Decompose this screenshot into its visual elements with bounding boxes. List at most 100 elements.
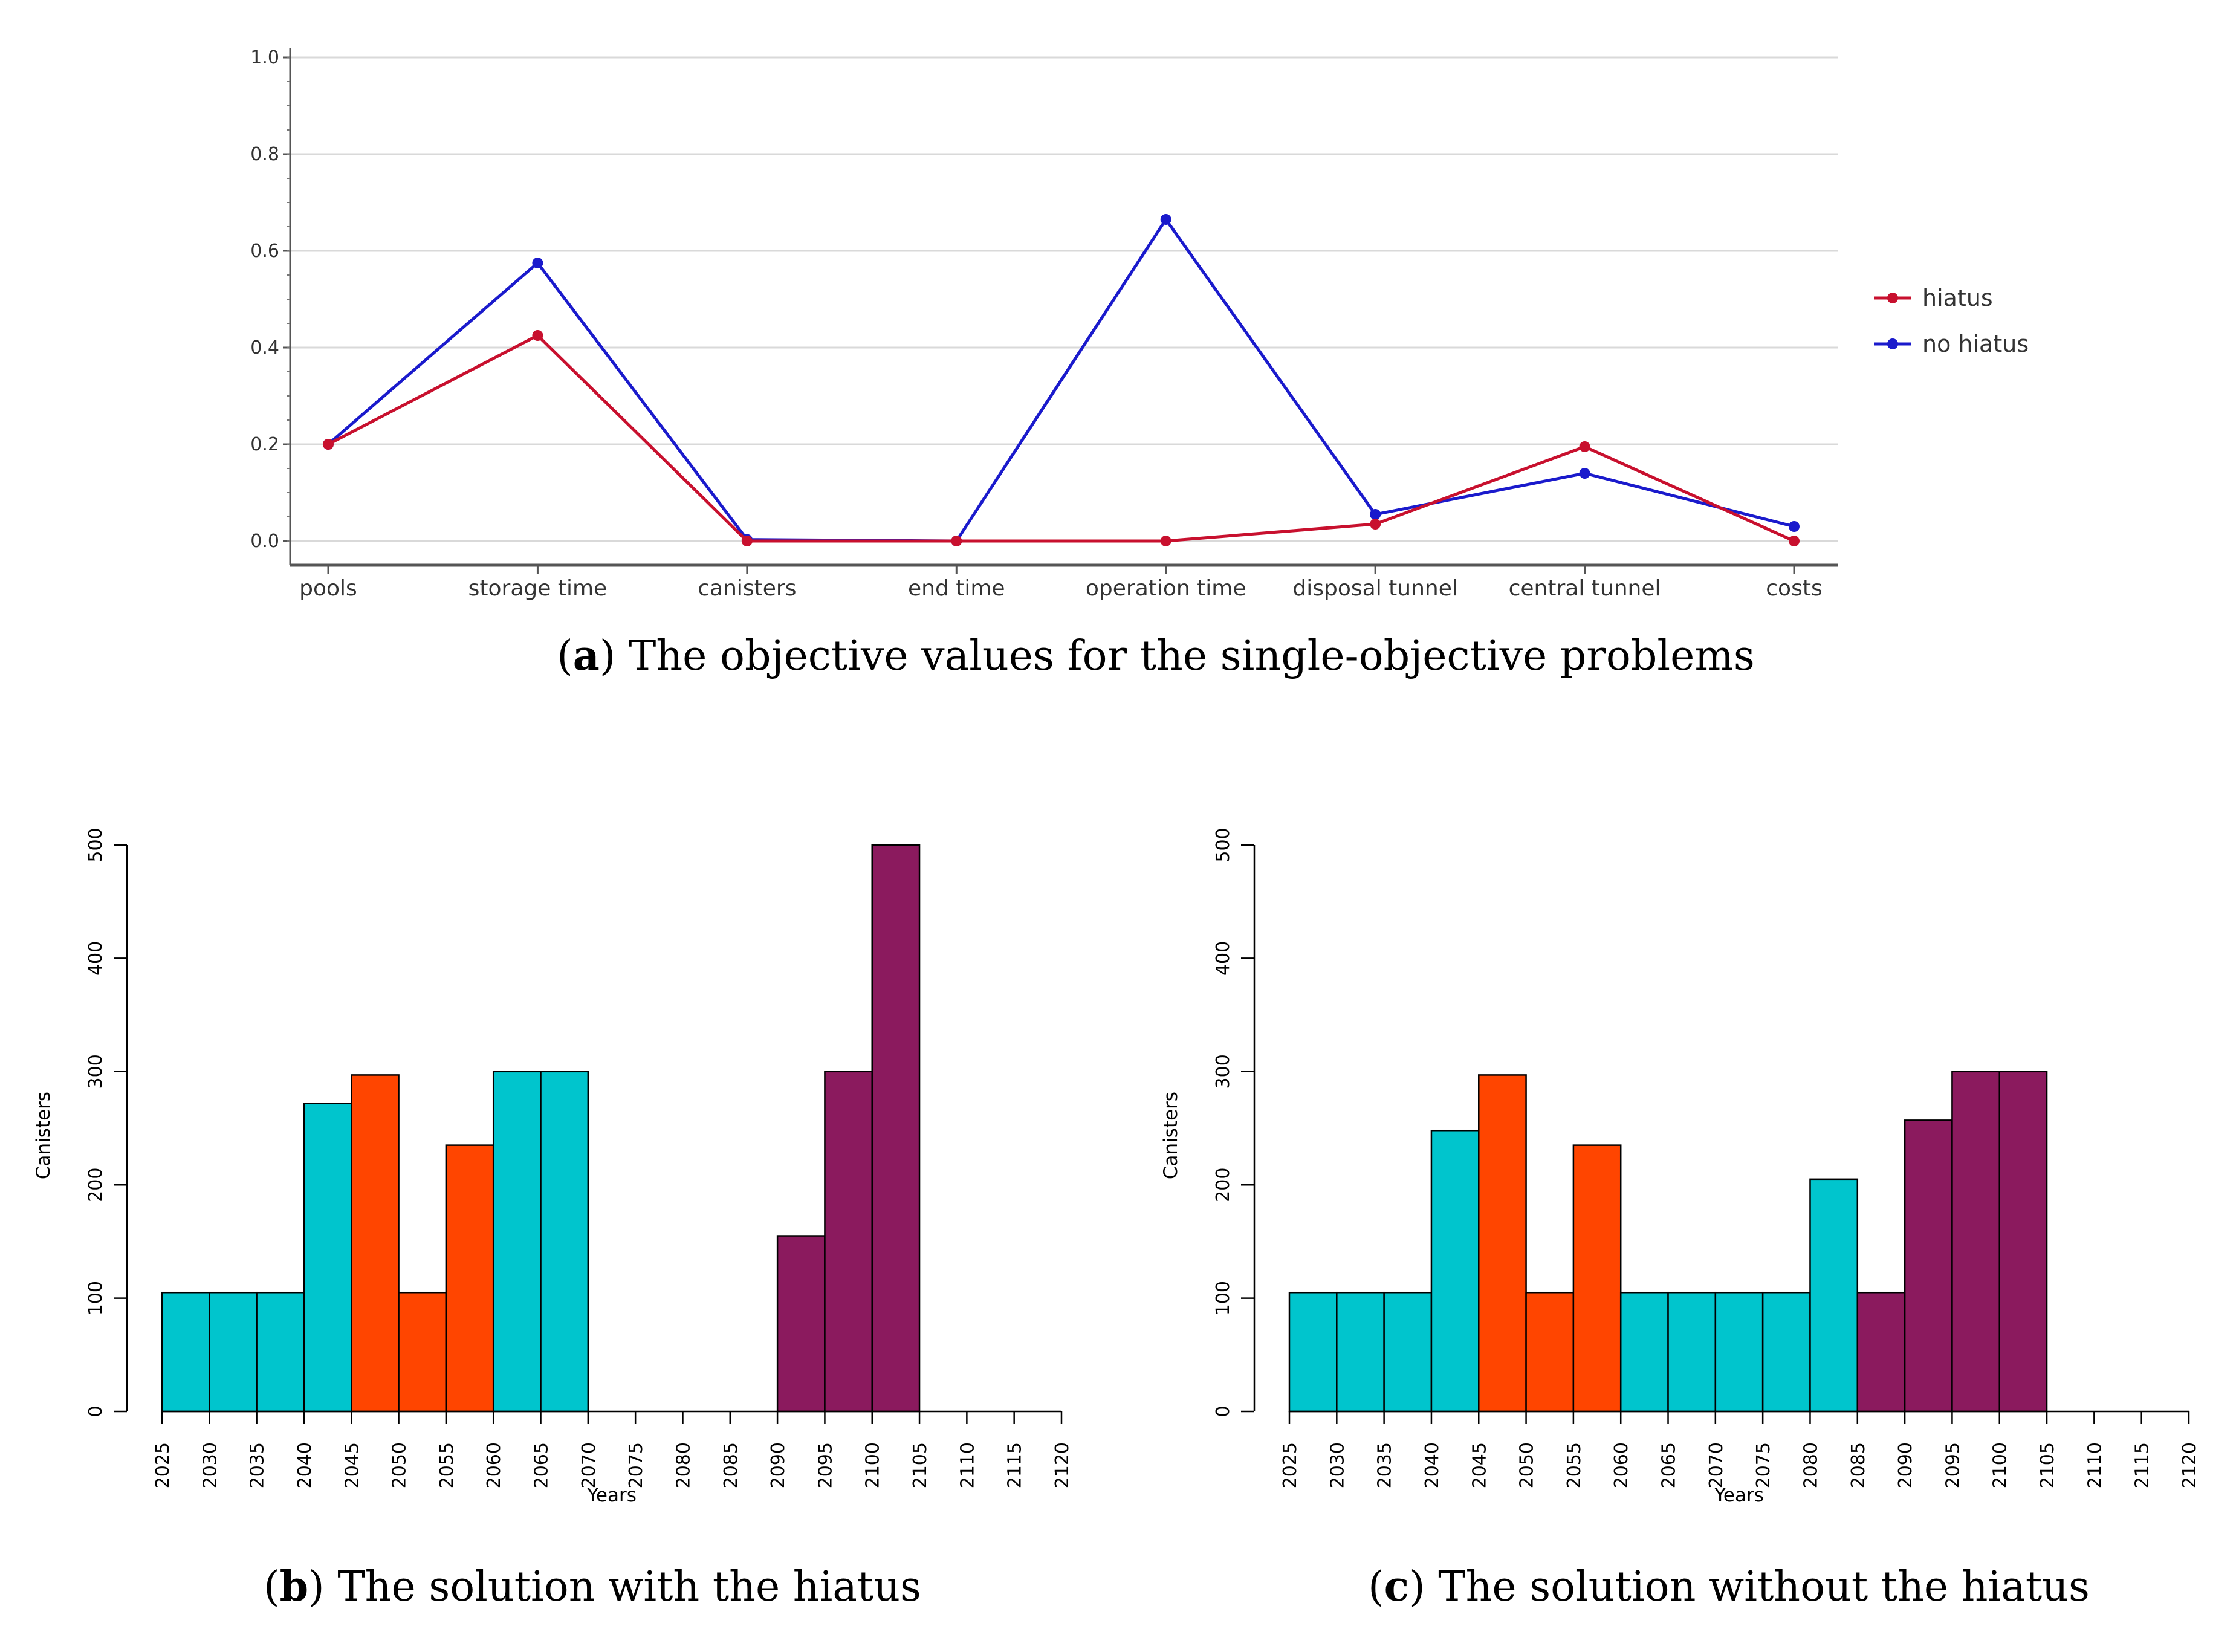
x-tick-label: 2065 [1659,1442,1680,1488]
a-y-tick-label: 0.8 [250,144,279,165]
a-x-tick-label: canisters [698,576,796,601]
x-tick-label: 2080 [1800,1442,1821,1488]
caption-a-text: ) The objective values for the single-ob… [600,632,1755,680]
bar [351,1074,400,1413]
caption-a: (a) The objective values for the single-… [557,632,1754,680]
data-point [1579,441,1590,452]
series-hiatus [323,330,1800,546]
x-tick-label: 2115 [2132,1442,2153,1488]
x-tick-label: 2085 [721,1442,742,1488]
bar [161,1291,210,1413]
y-tick-label: 0 [85,1405,106,1417]
bar [398,1291,447,1413]
data-point [951,536,962,546]
x-tick-label: 2120 [2179,1442,2200,1488]
y-tick-label: 300 [85,1054,106,1089]
x-tick-label: 2115 [1005,1442,1026,1488]
data-point [1789,521,1800,532]
x-tick-label: 2100 [863,1442,884,1488]
bar [1619,1291,1669,1413]
x-axis-title: Years [586,1485,637,1506]
data-point [1160,536,1171,546]
x-tick-label: 2080 [673,1442,694,1488]
series-line-no-hiatus [327,218,1795,543]
caption-c: (c) The solution without the hiatus [1368,1563,2090,1611]
x-tick-label: 2110 [2084,1442,2105,1488]
x-tick-label: 2030 [1327,1442,1348,1488]
y-tick-label: 100 [85,1281,106,1315]
a-x-tick-label: pools [299,576,357,601]
y-tick-label: 0 [1213,1405,1234,1417]
x-tick-label: 2045 [342,1442,363,1488]
bar [1761,1291,1811,1413]
x-tick-label: 2095 [815,1442,836,1488]
bar [871,844,921,1413]
a-y-tick-label: 0.0 [250,531,279,552]
caption-b: (b) The solution with the hiatus [264,1563,921,1611]
bar-chart-with-hiatus: 0 100 200 300 400 500 Canisters 2025 2030 2035 204… [33,828,1073,1506]
data-point [532,330,543,341]
y-tick-label: 500 [1213,828,1234,862]
caption-b-text: ) The solution with the hiatus [308,1563,921,1611]
x-tick-label: 2060 [484,1442,505,1488]
bar [445,1144,494,1413]
x-tick-label: 2095 [1942,1442,1963,1488]
x-tick-label: 2055 [436,1442,458,1488]
x-tick-label: 2025 [152,1442,173,1488]
bars [1288,1071,2048,1413]
bar-chart-without-hiatus: 0 100 200 300 400 500 Canisters 2025 2030 2035 204… [1160,828,2200,1506]
bar [492,1071,542,1413]
x-axis: 2025 2030 2035 2040 2045 2050 2055 2060 2065 2070… [152,1410,1073,1506]
x-tick-label: 2105 [2037,1442,2058,1488]
x-tick-label: 2070 [578,1442,600,1488]
x-tick-label: 2075 [626,1442,647,1488]
bars [161,844,921,1413]
a-x-tick-label: disposal tunnel [1292,576,1457,601]
x-tick-label: 2120 [1052,1442,1073,1488]
bar [256,1291,305,1413]
series-line-hiatus [327,334,1795,543]
bar [1714,1291,1764,1413]
a-x-tick-label: costs [1766,576,1822,601]
x-tick-label: 2035 [247,1442,268,1488]
bar [1525,1291,1575,1413]
a-axes [289,48,1838,567]
x-tick-label: 2075 [1753,1442,1774,1488]
y-tick-label: 400 [85,941,106,976]
x-tick-label: 2050 [1517,1442,1538,1488]
y-tick-label: 100 [1213,1281,1234,1315]
x-tick-label: 2040 [1422,1442,1443,1488]
x-tick-label: 2030 [199,1442,221,1488]
y-axis-title: Canisters [33,1092,54,1179]
bar [1430,1129,1480,1413]
bar [1951,1071,2000,1413]
data-point [1370,509,1381,520]
x-tick-label: 2090 [1895,1442,1916,1488]
x-tick-label: 2025 [1280,1442,1301,1488]
x-axis: 2025 2030 2035 2040 2045 2050 2055 2060 2065 2070… [1280,1410,2200,1506]
data-point [1579,468,1590,479]
legend-marker [1887,338,1898,349]
y-axis: 0 100 200 300 400 500 Canisters [33,828,128,1417]
caption-b-letter: b [280,1563,309,1611]
bar [1336,1291,1385,1413]
caption-c-text: ) The solution without the hiatus [1409,1563,2090,1611]
a-x-ticks: pools storage time canisters end time operat… [299,565,1823,601]
x-tick-label: 2100 [1990,1442,2011,1488]
y-tick-label: 200 [1213,1168,1234,1202]
a-y-tick-label: 1.0 [250,47,279,68]
y-tick-label: 300 [1213,1054,1234,1089]
legend-marker [1887,293,1898,303]
a-x-tick-label: storage time [468,576,608,601]
bar [1998,1071,2048,1413]
x-tick-label: 2060 [1611,1442,1632,1488]
legend-item-hiatus: hiatus [1874,285,1993,311]
a-y-ticks: 0.0 0.2 0.4 0.6 0.8 1.0 [250,47,290,552]
y-axis: 0 100 200 300 400 500 Canisters [1160,828,1256,1417]
a-y-tick-label: 0.4 [250,337,279,358]
bar [1809,1178,1859,1413]
caption-a-letter: a [573,632,600,680]
bar [303,1103,352,1413]
data-point [532,258,543,268]
